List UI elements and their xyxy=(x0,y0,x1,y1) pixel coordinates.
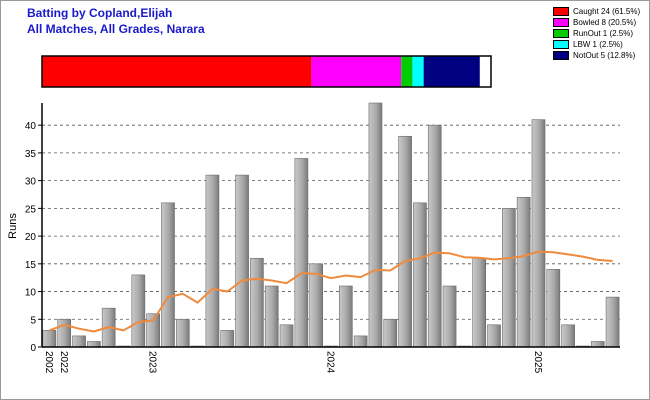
innings-bar xyxy=(264,285,279,348)
legend-item-notout: NotOut 5 (12.8%) xyxy=(553,50,640,61)
innings-bar xyxy=(338,285,353,348)
innings-bar xyxy=(87,341,101,348)
legend-swatch-runout xyxy=(553,29,569,38)
legend-swatch-notout xyxy=(553,51,569,60)
legend-swatch-caught xyxy=(553,7,569,16)
y-tick-label: 40 xyxy=(25,121,37,132)
innings-bar xyxy=(427,124,442,348)
legend-label-lbw: LBW 1 (2.5%) xyxy=(573,40,623,49)
y-tick-label: 15 xyxy=(25,260,37,271)
innings-bar xyxy=(42,330,57,348)
innings-bar xyxy=(502,208,516,348)
innings-bar xyxy=(531,119,546,348)
innings-bar xyxy=(413,202,427,348)
x-tick-label: 2022 xyxy=(58,351,69,374)
innings-bar xyxy=(442,285,457,348)
dismissal-legend: Caught 24 (61.5%) Bowled 8 (20.5%) RunOu… xyxy=(553,6,640,61)
innings-bar xyxy=(57,318,72,348)
innings-bar xyxy=(205,174,220,348)
chart-subtitle: All Matches, All Grades, Narara xyxy=(27,22,205,36)
innings-bar xyxy=(220,330,235,348)
innings-bar xyxy=(72,335,86,348)
y-tick-label: 0 xyxy=(30,343,36,354)
innings-bar xyxy=(546,269,561,348)
innings-bar xyxy=(605,296,620,348)
dismissal-bar-outline xyxy=(41,55,492,88)
innings-bar xyxy=(309,263,324,348)
innings-bar xyxy=(175,318,190,348)
innings-bar xyxy=(279,324,294,348)
innings-bar xyxy=(161,202,175,348)
legend-swatch-bowled xyxy=(553,18,569,27)
innings-bar xyxy=(131,274,146,348)
y-tick-label: 10 xyxy=(25,288,37,299)
innings-bar xyxy=(561,324,575,348)
legend-label-caught: Caught 24 (61.5%) xyxy=(573,7,641,16)
y-tick-label: 30 xyxy=(25,177,37,188)
y-axis-label: Runs xyxy=(7,213,19,239)
innings-bar xyxy=(398,135,412,348)
innings-bar xyxy=(383,318,398,348)
x-tick-label: 2024 xyxy=(325,351,336,374)
legend-item-lbw: LBW 1 (2.5%) xyxy=(553,39,640,50)
dismissal-proportion-bar xyxy=(41,55,492,88)
x-tick-label: 2023 xyxy=(147,351,158,374)
average-line xyxy=(49,250,613,333)
dismissal-segment-runout xyxy=(401,56,413,87)
legend-label-bowled: Bowled 8 (20.5%) xyxy=(573,18,637,27)
dismissal-segment-notout xyxy=(423,56,480,87)
axes: 2002 2022 2023 2024 2025 xyxy=(41,103,620,374)
legend-item-bowled: Bowled 8 (20.5%) xyxy=(553,17,640,28)
legend-label-notout: NotOut 5 (12.8%) xyxy=(573,51,636,60)
innings-bar xyxy=(250,257,264,348)
dismissal-segment-caught xyxy=(42,56,312,87)
chart-title: Batting by Copland,Elijah xyxy=(27,6,173,20)
average-line-group xyxy=(49,250,613,333)
legend-label-runout: RunOut 1 (2.5%) xyxy=(573,29,634,38)
x-tick-label: 2002 xyxy=(43,351,54,374)
innings-bar xyxy=(487,324,501,348)
innings-bar xyxy=(590,341,605,348)
innings-bar xyxy=(235,174,249,348)
innings-bars xyxy=(42,102,620,348)
innings-bar xyxy=(368,102,383,348)
innings-bar xyxy=(353,335,368,348)
dismissal-segment-lbw xyxy=(412,56,424,87)
legend-item-caught: Caught 24 (61.5%) xyxy=(553,6,640,17)
innings-bar xyxy=(472,257,487,348)
legend-item-runout: RunOut 1 (2.5%) xyxy=(553,28,640,39)
y-tick-label: 20 xyxy=(25,232,37,243)
y-tick-label: 35 xyxy=(25,149,37,160)
legend-swatch-lbw xyxy=(553,40,569,49)
dismissal-segment-bowled xyxy=(311,56,402,87)
x-tick-label: 2025 xyxy=(532,351,543,374)
y-tick-label: 25 xyxy=(25,204,37,215)
y-tick-label: 5 xyxy=(30,315,36,326)
innings-bar xyxy=(294,158,309,348)
innings-bar xyxy=(516,196,531,348)
